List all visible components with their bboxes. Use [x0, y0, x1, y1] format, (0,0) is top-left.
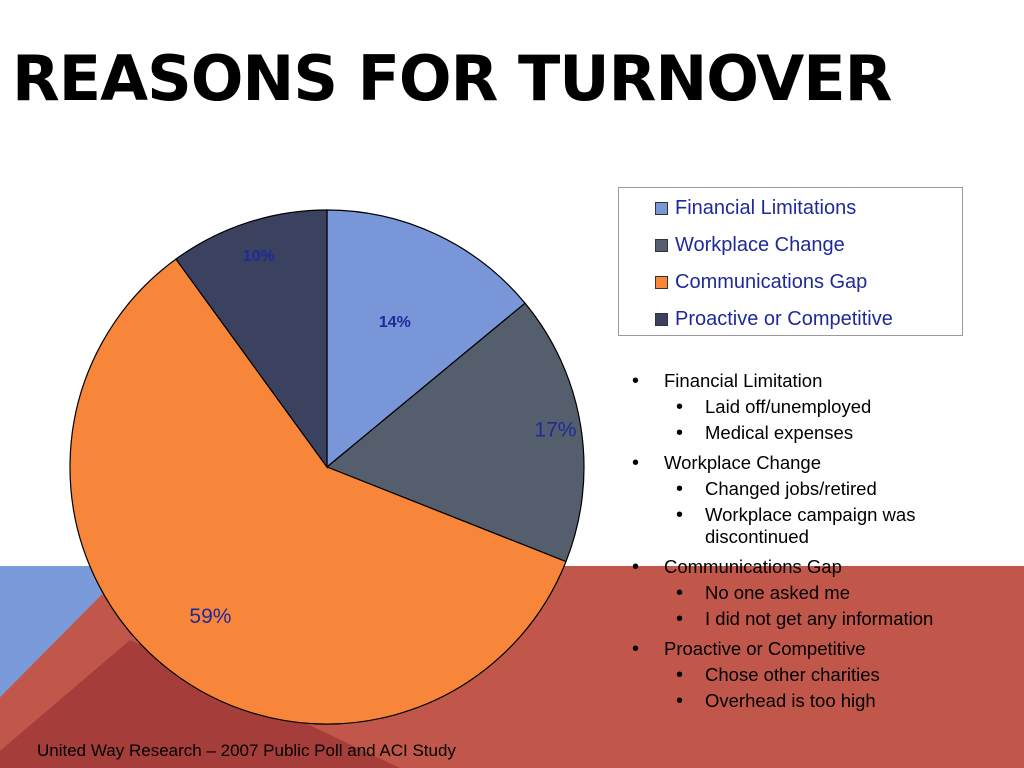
legend-swatch — [655, 312, 668, 326]
reason-item: Communications Gap No one asked me I did… — [632, 556, 1002, 630]
pie-data-label: 14% — [379, 314, 411, 331]
legend-item-financial-limitations: Financial Limitations — [655, 193, 856, 223]
reason-sub-item: Medical expenses — [632, 422, 1002, 444]
legend-swatch — [655, 275, 668, 289]
pie-data-label: 17% — [534, 418, 576, 441]
pie-slice-workplace-change — [325, 302, 585, 563]
reason-sub-item: Changed jobs/retired — [632, 478, 1002, 500]
reason-item: Proactive or Competitive Chose other cha… — [632, 638, 1002, 712]
slide-title: REASONS FOR TURNOVER — [12, 42, 892, 115]
legend-swatch — [655, 201, 668, 215]
pie-slice-financial-limitations — [326, 209, 526, 469]
pie-slice-proactive-or-competitive — [175, 209, 328, 469]
reason-sub-item: Overhead is too high — [632, 690, 1002, 712]
pie-data-label: 10% — [243, 248, 275, 265]
legend-item-proactive-or-competitive: Proactive or Competitive — [655, 304, 893, 334]
reason-sub-item: Laid off/unemployed — [632, 396, 1002, 418]
chart-legend: Financial Limitations Workplace Change C… — [618, 187, 963, 336]
legend-label: Communications Gap — [675, 270, 868, 293]
reason-item: Workplace Change Changed jobs/retired Wo… — [632, 452, 1002, 548]
reason-label: Workplace Change — [632, 452, 1002, 474]
legend-label: Workplace Change — [675, 233, 845, 256]
pie-slice-communications-gap — [69, 258, 567, 725]
reason-sub-item: Workplace campaign was discontinued — [632, 504, 1002, 548]
reason-item: Financial Limitation Laid off/unemployed… — [632, 370, 1002, 444]
reason-label: Communications Gap — [632, 556, 1002, 578]
source-citation: United Way Research – 2007 Public Poll a… — [37, 741, 456, 760]
reason-sub-item: Chose other charities — [632, 664, 1002, 686]
reason-sub-item: No one asked me — [632, 582, 1002, 604]
reasons-list: Financial Limitation Laid off/unemployed… — [632, 370, 1002, 720]
pie-data-label: 59% — [189, 605, 231, 628]
legend-swatch — [655, 238, 668, 252]
reason-label: Financial Limitation — [632, 370, 1002, 392]
legend-label: Proactive or Competitive — [675, 307, 893, 330]
legend-item-workplace-change: Workplace Change — [655, 230, 845, 260]
reason-label: Proactive or Competitive — [632, 638, 1002, 660]
legend-label: Financial Limitations — [675, 196, 857, 219]
reason-sub-item: I did not get any information — [632, 608, 1002, 630]
legend-item-communications-gap: Communications Gap — [655, 267, 867, 297]
